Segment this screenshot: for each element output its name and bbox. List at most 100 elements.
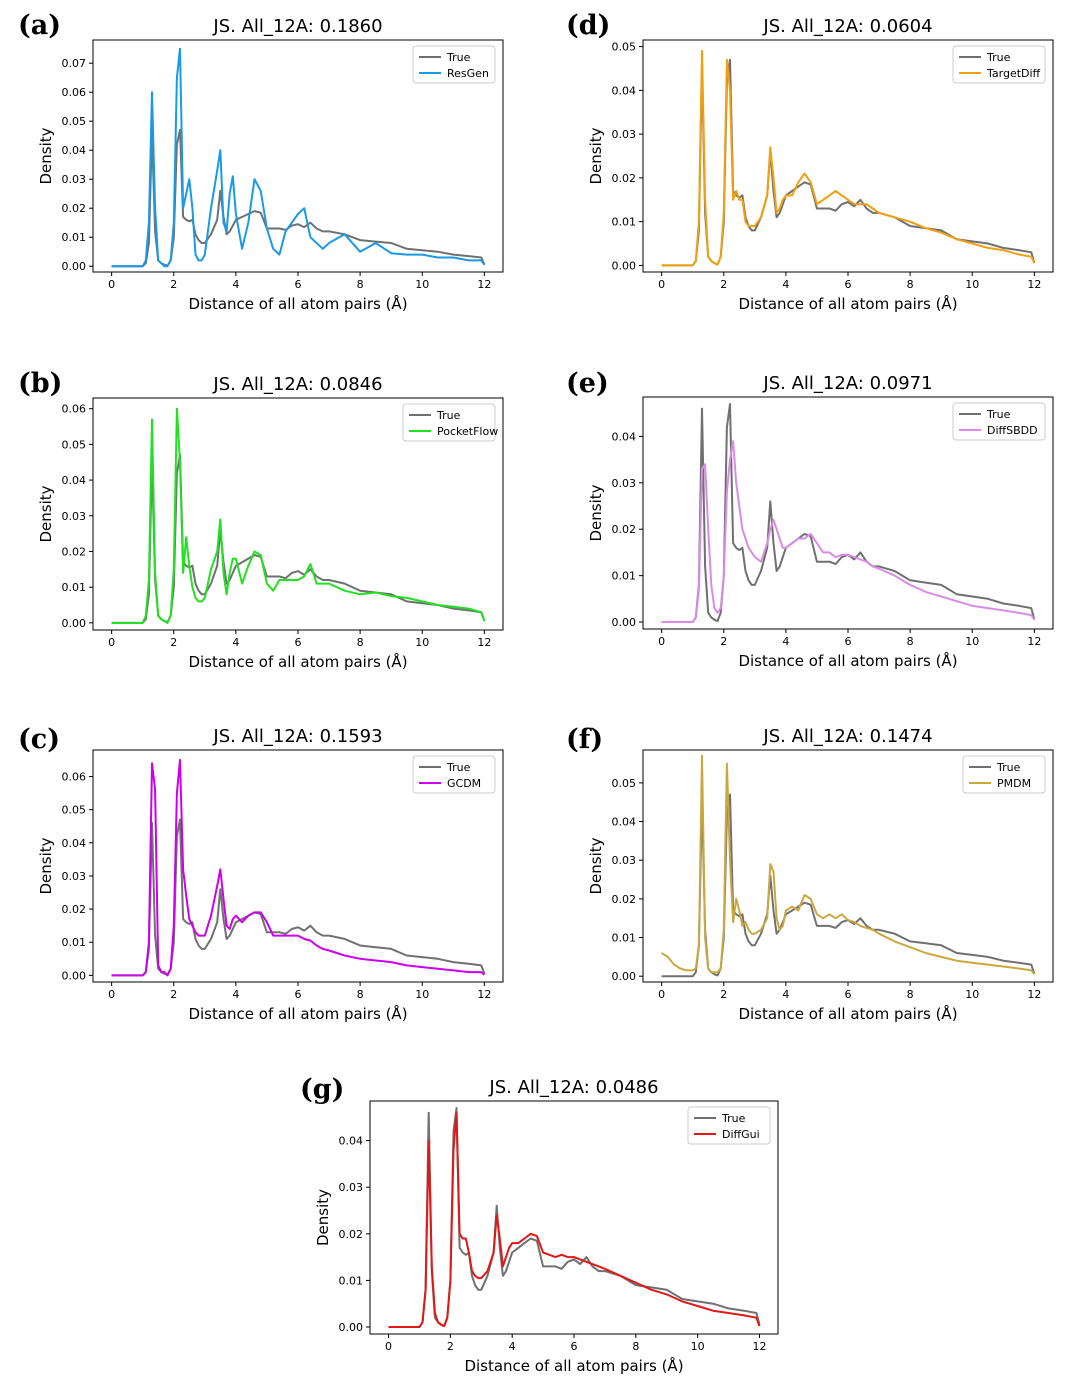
y-tick-label: 0.01 [612, 932, 637, 945]
x-tick-label: 6 [845, 278, 852, 291]
x-tick-label: 10 [965, 635, 979, 648]
y-axis-label: Density [314, 1189, 332, 1246]
panel-label: (e) [566, 368, 609, 399]
x-tick-label: 6 [295, 636, 302, 649]
y-tick-label: 0.02 [339, 1228, 364, 1241]
series-line-true [111, 128, 486, 268]
y-tick-label: 0.00 [62, 260, 87, 273]
panel-title: JS. All_12A: 0.0604 [762, 16, 932, 37]
series-line-diffsbdd [661, 440, 1036, 623]
legend: True DiffSBDD [952, 402, 1046, 441]
panel-c: (c) JS. All_12A: 0.1593 0 2 4 6 8 10 12 0.00 0.01 0… [18, 724, 504, 1023]
panel-label: (d) [566, 10, 610, 41]
legend: True GCDM [412, 755, 496, 794]
panel-a: (a) JS. All_12A: 0.1860 0 2 4 6 8 10 12 0.00 0.01 0… [18, 10, 504, 313]
x-tick-label: 6 [295, 278, 302, 291]
legend-label-model: TargetDiff [986, 67, 1041, 80]
series-line-gcdm [111, 758, 486, 977]
panel-title: JS. All_12A: 0.1474 [762, 726, 932, 747]
x-tick-label: 4 [782, 988, 789, 1001]
x-tick-label: 10 [965, 988, 979, 1001]
panel-label: (a) [18, 10, 61, 41]
y-tick-label: 0.04 [62, 837, 87, 850]
y-tick-label: 0.04 [62, 144, 87, 157]
panel-b: (b) JS. All_12A: 0.0846 0 2 4 6 8 10 12 0.00 0.01 0… [18, 368, 504, 671]
legend-label-model: DiffGui [722, 1128, 760, 1141]
x-tick-label: 12 [1027, 635, 1041, 648]
y-axis-label: Density [587, 837, 605, 894]
x-tick-label: 0 [385, 1340, 392, 1353]
y-tick-label: 0.00 [339, 1321, 364, 1334]
legend-label-true: True [446, 51, 471, 64]
x-axis-label: Distance of all atom pairs (Å) [188, 652, 407, 671]
y-tick-label: 0.02 [612, 523, 637, 536]
legend-label-true: True [446, 761, 471, 774]
x-tick-label: 8 [907, 278, 914, 291]
y-tick-label: 0.00 [62, 617, 87, 630]
series-line-resgen [111, 47, 486, 268]
x-axis-label: Distance of all atom pairs (Å) [188, 294, 407, 313]
legend-label-true: True [996, 761, 1021, 774]
y-tick-label: 0.05 [612, 41, 637, 54]
legend-label-true: True [721, 1112, 746, 1125]
y-tick-label: 0.03 [339, 1181, 364, 1194]
x-tick-label: 2 [720, 635, 727, 648]
panel-f: (f) JS. All_12A: 0.1474 0 2 4 6 8 10 12 0.00 0.01 0… [566, 724, 1054, 1023]
y-tick-label: 0.01 [339, 1274, 364, 1287]
y-tick-label: 0.03 [62, 870, 87, 883]
panel-d: (d) JS. All_12A: 0.0604 0 2 4 6 8 10 12 0.00 0.01 0… [566, 10, 1054, 313]
y-tick-label: 0.05 [62, 115, 87, 128]
x-tick-label: 2 [170, 278, 177, 291]
x-tick-label: 0 [108, 636, 115, 649]
x-tick-label: 12 [477, 988, 491, 1001]
panel-title: JS. All_12A: 0.1593 [212, 726, 382, 747]
y-tick-label: 0.06 [62, 771, 87, 784]
legend-label-model: ResGen [447, 67, 489, 80]
legend: True ResGen [412, 45, 496, 84]
y-tick-label: 0.05 [612, 777, 637, 790]
series-line-true [111, 454, 486, 624]
x-tick-label: 6 [571, 1340, 578, 1353]
x-tick-label: 10 [415, 988, 429, 1001]
x-tick-label: 4 [509, 1340, 516, 1353]
y-tick-label: 0.06 [62, 86, 87, 99]
x-tick-label: 0 [108, 278, 115, 291]
y-tick-label: 0.06 [62, 403, 87, 416]
legend-label-model: PocketFlow [437, 425, 498, 438]
legend-label-true: True [986, 51, 1011, 64]
y-tick-label: 0.04 [339, 1135, 364, 1148]
legend: True PMDM [962, 755, 1046, 794]
x-tick-label: 0 [108, 988, 115, 1001]
y-tick-label: 0.07 [62, 57, 87, 70]
x-tick-label: 2 [720, 988, 727, 1001]
y-tick-label: 0.03 [612, 128, 637, 141]
panel-title: JS. All_12A: 0.0846 [212, 374, 382, 395]
series-line-targetdiff [661, 49, 1036, 267]
x-tick-label: 0 [658, 278, 665, 291]
legend-label-true: True [436, 409, 461, 422]
y-tick-label: 0.00 [62, 969, 87, 982]
x-tick-label: 4 [782, 635, 789, 648]
panel-label: (g) [300, 1074, 344, 1105]
y-axis-label: Density [587, 484, 605, 541]
y-axis-label: Density [37, 485, 55, 542]
y-axis-label: Density [37, 837, 55, 894]
panel-title: JS. All_12A: 0.0971 [762, 373, 932, 394]
y-tick-label: 0.01 [62, 581, 87, 594]
x-tick-label: 6 [845, 988, 852, 1001]
y-tick-label: 0.01 [62, 231, 87, 244]
panel-title: JS. All_12A: 0.1860 [212, 16, 382, 37]
x-tick-label: 0 [658, 635, 665, 648]
x-tick-label: 8 [632, 1340, 639, 1353]
legend-label-model: GCDM [447, 777, 481, 790]
y-tick-label: 0.02 [62, 903, 87, 916]
y-tick-label: 0.00 [612, 970, 637, 983]
y-tick-label: 0.03 [612, 854, 637, 867]
y-tick-label: 0.04 [612, 816, 637, 829]
y-axis-label: Density [37, 127, 55, 184]
y-tick-label: 0.04 [62, 474, 87, 487]
x-tick-label: 12 [1027, 988, 1041, 1001]
series-line-true [111, 818, 486, 977]
series-line-diffgui [388, 1111, 761, 1328]
